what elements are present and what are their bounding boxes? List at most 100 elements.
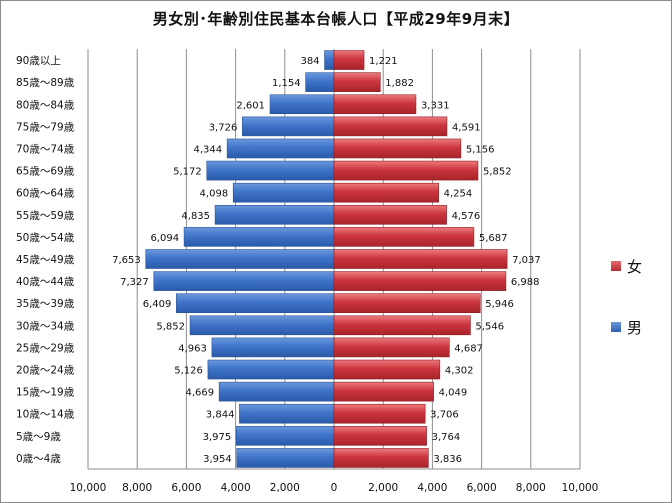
bar-female	[333, 337, 450, 358]
data-label-male: 7,327	[120, 277, 149, 288]
bar-male	[153, 271, 335, 291]
data-label-male: 4,669	[186, 388, 215, 399]
category-label: 60歳～64歳	[16, 188, 75, 200]
category-label: 30歳～34歳	[16, 320, 75, 332]
bar-female	[333, 271, 507, 291]
category-label: 20歳～24歳	[16, 365, 75, 377]
legend-swatch-male	[611, 322, 621, 332]
data-label-female: 4,254	[444, 189, 473, 200]
x-tick-label: 2,000	[270, 482, 300, 494]
data-label-male: 5,126	[174, 366, 203, 377]
bar-female	[333, 50, 365, 70]
x-tick-label: 10,000	[562, 482, 599, 494]
labels-layer: 10,000 8,000 6,000 4,000 2,000 0 2,000 4,000 6,0…	[16, 55, 598, 494]
data-label-female: 3,706	[430, 410, 459, 421]
bar-female	[333, 160, 479, 181]
bar-female	[333, 448, 429, 468]
bar-male	[176, 293, 335, 314]
data-label-male: 2,601	[236, 100, 265, 111]
bar-female	[333, 138, 462, 159]
data-label-male: 1,154	[272, 78, 301, 89]
data-label-female: 3,331	[421, 100, 450, 111]
x-tick-label: 6,000	[467, 482, 497, 494]
bar-male	[183, 227, 335, 247]
data-label-female: 5,156	[466, 144, 495, 155]
data-label-female: 1,882	[385, 78, 414, 89]
bar-male	[218, 381, 335, 402]
category-label: 80歳～84歳	[16, 99, 75, 111]
data-label-female: 4,049	[439, 388, 468, 399]
category-label: 65歳～69歳	[16, 166, 75, 178]
data-label-male: 7,653	[112, 255, 141, 266]
data-label-male: 6,094	[150, 233, 179, 244]
data-label-male: 3,954	[203, 454, 232, 465]
category-label: 75歳～79歳	[16, 121, 75, 133]
data-label-male: 3,844	[206, 410, 235, 421]
category-label: 70歳～74歳	[16, 143, 75, 155]
data-label-male: 5,172	[173, 167, 202, 178]
bar-female	[333, 403, 426, 424]
data-label-female: 1,221	[369, 56, 398, 67]
data-label-male: 4,098	[200, 189, 229, 200]
legend-item-male: 男	[611, 316, 642, 338]
data-label-female: 5,687	[479, 233, 508, 244]
bar-male	[269, 94, 335, 115]
data-label-female: 4,302	[445, 366, 474, 377]
data-label-male: 384	[300, 56, 319, 67]
x-tick-label: 10,000	[70, 482, 107, 494]
bar-female	[333, 426, 427, 446]
x-tick-label: 8,000	[122, 482, 152, 494]
category-label: 55歳～59歳	[16, 210, 75, 222]
bar-male	[207, 359, 335, 380]
category-label: 0歳～4歳	[16, 453, 61, 465]
category-label: 35歳～39歳	[16, 298, 75, 310]
bar-female	[333, 359, 441, 380]
category-label: 25歳～29歳	[16, 342, 75, 354]
bar-male	[226, 138, 335, 159]
bar-male	[206, 160, 335, 181]
data-label-female: 5,852	[483, 167, 512, 178]
data-label-female: 6,988	[511, 277, 540, 288]
data-label-male: 3,726	[209, 122, 238, 133]
bar-female	[333, 182, 439, 203]
data-label-female: 4,591	[452, 122, 481, 133]
bar-male	[305, 72, 335, 92]
data-label-female: 3,836	[433, 454, 462, 465]
bar-male	[214, 204, 335, 225]
bar-male	[324, 50, 335, 70]
bars-layer	[145, 50, 508, 468]
x-tick-label: 6,000	[171, 482, 201, 494]
data-label-female: 7,037	[512, 255, 541, 266]
bar-female	[333, 293, 481, 314]
data-label-male: 5,852	[156, 321, 185, 332]
data-label-male: 6,409	[143, 299, 172, 310]
data-label-female: 4,687	[454, 343, 483, 354]
data-label-female: 5,946	[485, 299, 514, 310]
data-label-female: 5,546	[475, 321, 504, 332]
chart-title: 男女別･年齢別住民基本台帳人口【平成29年9月末】	[152, 10, 520, 28]
bar-male	[145, 249, 335, 269]
bar-male	[242, 116, 335, 137]
data-label-female: 3,764	[432, 432, 461, 443]
legend-swatch-female	[611, 261, 621, 271]
data-label-female: 4,576	[452, 211, 481, 222]
bar-male	[235, 426, 335, 446]
bar-female	[333, 227, 475, 247]
category-label: 45歳～49歳	[16, 254, 75, 266]
x-tick-label: 0	[331, 482, 338, 494]
x-tick-label: 4,000	[221, 482, 251, 494]
legend-label-female: 女	[627, 257, 643, 276]
category-label: 40歳～44歳	[16, 276, 75, 288]
category-label: 10歳～14歳	[16, 409, 75, 421]
bar-male	[239, 403, 335, 424]
x-tick-label: 8,000	[516, 482, 546, 494]
data-label-male: 4,835	[181, 211, 210, 222]
bar-male	[232, 182, 335, 203]
bar-female	[333, 94, 417, 115]
x-tick-label: 2,000	[368, 482, 398, 494]
bar-female	[333, 72, 381, 92]
bar-female	[333, 116, 448, 137]
bar-female	[333, 249, 508, 269]
legend-label-male: 男	[627, 318, 643, 337]
